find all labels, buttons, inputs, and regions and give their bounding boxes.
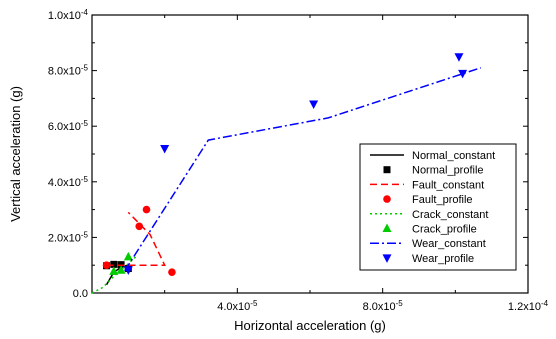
- data-point: [168, 268, 176, 276]
- legend-item: Wear_profile: [382, 253, 474, 265]
- legend-item: Fault_constant: [370, 179, 484, 191]
- legend-swatch: [383, 195, 391, 203]
- data-point: [123, 251, 133, 261]
- data-point: [142, 205, 151, 214]
- legend: Normal_constant Normal_profile Fault_const…: [359, 143, 517, 271]
- series-wear-constant: [124, 67, 482, 272]
- x-tick-label: 1.2x10-4: [508, 299, 549, 313]
- x-axis-title: Horizontal acceleration (g): [234, 318, 386, 333]
- legend-item: Normal_constant: [370, 150, 495, 162]
- legend-label: Crack_constant: [412, 209, 488, 221]
- y-tick-label: 6.0x10-5: [48, 119, 89, 133]
- y-tick-label: 0.0: [73, 288, 88, 300]
- axis-ticks: 4.0x10-5 8.0x10-5 1.2x10-4 0.0 2.0x10-5 4.0x1…: [48, 8, 549, 313]
- data-point: [454, 53, 464, 62]
- legend-label: Fault_profile: [412, 194, 473, 206]
- series-fault-profile: [102, 205, 176, 276]
- legend-item: Wear_constant: [370, 238, 486, 250]
- data-point: [110, 260, 118, 268]
- data-point: [123, 266, 133, 275]
- legend-swatch: [383, 166, 391, 174]
- legend-swatch: [382, 223, 392, 232]
- legend-item: Fault_profile: [383, 194, 473, 206]
- x-tick-label: 8.0x10-5: [363, 299, 404, 313]
- x-tick-label: 4.0x10-5: [217, 299, 258, 313]
- series-layer: [91, 53, 482, 294]
- legend-item: Normal_profile: [383, 165, 484, 177]
- data-point: [116, 265, 126, 274]
- data-point: [109, 266, 119, 275]
- series-crack-constant: [91, 256, 137, 294]
- series-line: [124, 67, 482, 272]
- y-tick-label: 2.0x10-5: [48, 230, 89, 244]
- data-point: [458, 69, 468, 79]
- legend-label: Fault_constant: [412, 179, 484, 191]
- legend-box: [359, 143, 517, 271]
- legend-label: Normal_profile: [412, 165, 484, 177]
- legend-item: Crack_profile: [382, 223, 477, 236]
- data-point: [135, 222, 144, 231]
- legend-label: Normal_constant: [412, 150, 495, 162]
- legend-label: Crack_profile: [412, 224, 477, 236]
- legend-swatch: [382, 254, 392, 263]
- legend-label: Wear_profile: [412, 253, 474, 265]
- y-tick-label: 4.0x10-5: [48, 175, 89, 189]
- y-tick-label: 1.0x10-4: [48, 8, 89, 22]
- data-point: [160, 144, 170, 154]
- series-line: [91, 256, 137, 294]
- legend-item: Crack_constant: [370, 209, 488, 221]
- legend-label: Wear_constant: [412, 238, 486, 250]
- series-crack-profile: [109, 251, 133, 275]
- data-point: [309, 100, 319, 109]
- y-axis-title: Vertical acceleration (g): [8, 86, 23, 222]
- data-point: [102, 261, 111, 270]
- series-wear-profile: [123, 53, 468, 275]
- y-tick-label: 8.0x10-5: [48, 64, 89, 78]
